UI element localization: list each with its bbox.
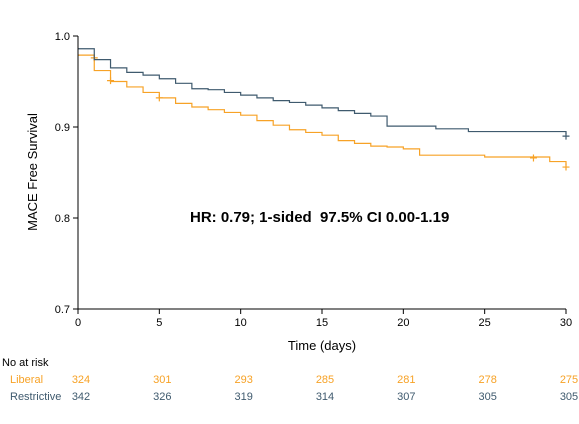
x-axis-label: Time (days) (288, 338, 356, 353)
x-tick-label: 20 (397, 317, 409, 329)
x-tick-label: 30 (560, 317, 572, 329)
y-axis-label: MACE Free Survival (25, 113, 40, 231)
risk-value-restrictive: 314 (316, 391, 334, 403)
censor-mark-liberal (529, 154, 537, 162)
risk-table-header: No at risk (2, 357, 49, 369)
risk-value-restrictive: 326 (153, 391, 171, 403)
risk-value-liberal: 281 (397, 374, 415, 386)
censor-mark-restrictive (562, 132, 570, 140)
y-tick-label: 1.0 (55, 31, 70, 43)
axes (77, 36, 566, 310)
risk-row-label-liberal: Liberal (10, 374, 43, 386)
y-tick-label: 0.9 (55, 122, 70, 134)
y-tick-label: 0.7 (55, 304, 70, 316)
ticks: 0 5 10 15 20 25 30 0.7 0.8 0.9 1.0 (55, 31, 572, 329)
plot-area (78, 48, 570, 171)
series-line-liberal (78, 54, 567, 166)
risk-value-restrictive: 305 (560, 391, 578, 403)
risk-value-restrictive: 307 (397, 391, 415, 403)
censor-mark-liberal (155, 94, 163, 102)
x-tick-label: 5 (156, 317, 162, 329)
x-tick-label: 25 (479, 317, 491, 329)
risk-value-liberal: 285 (316, 374, 334, 386)
x-tick-label: 10 (235, 317, 247, 329)
censor-mark-liberal (562, 163, 570, 171)
censor-mark-liberal (107, 77, 115, 85)
risk-value-liberal: 324 (72, 374, 90, 386)
risk-value-liberal: 275 (560, 374, 578, 386)
risk-value-restrictive: 342 (72, 391, 90, 403)
risk-table: Liberal 324 301 293 285 281 278 275 Restrictive 3… (10, 374, 578, 403)
hazard-ratio-annotation: HR: 0.79; 1-sided 97.5% CI 0.00-1.19 (190, 209, 449, 226)
series-line-restrictive (78, 48, 567, 135)
risk-row-label-restrictive: Restrictive (10, 391, 61, 403)
x-tick-label: 15 (316, 317, 328, 329)
x-tick-label: 0 (75, 317, 81, 329)
risk-value-liberal: 293 (234, 374, 252, 386)
risk-value-liberal: 301 (153, 374, 171, 386)
y-tick-label: 0.8 (55, 213, 70, 225)
risk-value-liberal: 278 (478, 374, 496, 386)
risk-value-restrictive: 319 (234, 391, 252, 403)
risk-value-restrictive: 305 (478, 391, 496, 403)
